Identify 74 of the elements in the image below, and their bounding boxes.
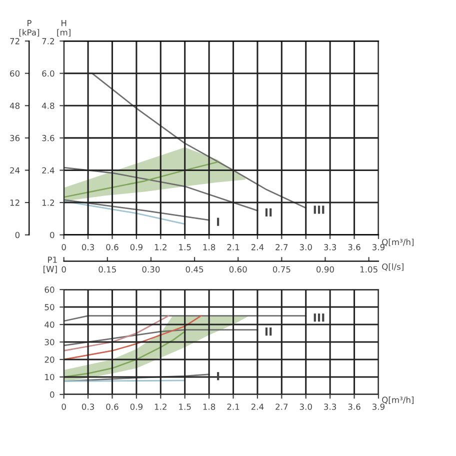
x-tick-label: 2.4 bbox=[251, 404, 264, 410]
y2-tick-label: 12 bbox=[10, 200, 20, 206]
y-tick-label: 1.2 bbox=[42, 200, 54, 206]
y2-tick-label: 0 bbox=[15, 232, 20, 238]
y-tick-label: 40 bbox=[44, 322, 54, 328]
x-tick-label: 3.6 bbox=[348, 244, 360, 250]
y2-tick-label: 60 bbox=[10, 70, 20, 77]
y-tick-label: 60 bbox=[44, 286, 54, 293]
x-tick-label: 1.5 bbox=[179, 244, 191, 250]
x-tick-label: 3.0 bbox=[300, 244, 312, 250]
x-tick-label: 2.7 bbox=[276, 404, 288, 410]
y-axis-title: H [m] bbox=[57, 20, 70, 37]
y-tick-label: 20 bbox=[44, 356, 54, 363]
x-tick-label: 3.9 bbox=[372, 244, 385, 250]
annotation: I bbox=[217, 218, 220, 226]
x-tick-label: 1.5 bbox=[179, 404, 191, 410]
y-tick-label: 3.6 bbox=[42, 134, 54, 142]
y-tick-label: 50 bbox=[44, 304, 54, 310]
x-axis-title: Q[m³/h] bbox=[382, 238, 414, 246]
x2-tick-label: 0.15 bbox=[98, 266, 116, 273]
x2-tick-label: 0.75 bbox=[272, 266, 290, 273]
x-tick-label: 2.4 bbox=[251, 244, 264, 250]
y2-axis-title: P [kPa] bbox=[19, 20, 40, 37]
y-tick-label: 10 bbox=[45, 374, 54, 380]
x-tick-label: 3.0 bbox=[300, 404, 312, 410]
y-tick-label: 0 bbox=[50, 232, 54, 238]
x-tick-label: 0 bbox=[62, 404, 66, 410]
y-tick-label: 2.4 bbox=[42, 167, 54, 174]
annotation: I bbox=[217, 372, 220, 380]
x-tick-label: 0.9 bbox=[130, 244, 142, 250]
y-tick-label: 6.0 bbox=[42, 70, 54, 77]
x-tick-label: 1.2 bbox=[154, 244, 166, 250]
y-tick-label: 30 bbox=[44, 338, 54, 346]
annotation: III bbox=[314, 206, 324, 214]
annotation: II bbox=[265, 328, 272, 336]
x-tick-label: 2.1 bbox=[227, 244, 240, 250]
x-tick-label: 0.3 bbox=[82, 244, 94, 250]
y-axis-title: P1 [W] bbox=[44, 256, 57, 274]
annotation: III bbox=[314, 314, 324, 322]
x-tick-label: 0.6 bbox=[106, 244, 118, 250]
x-tick-label: 2.7 bbox=[276, 244, 288, 250]
x-tick-label: 3.3 bbox=[324, 404, 336, 410]
line-series bbox=[64, 166, 258, 212]
line-series bbox=[64, 315, 202, 360]
x-tick-label: 3.9 bbox=[372, 404, 385, 410]
y2-tick-label: 48 bbox=[10, 102, 20, 109]
x-tick-label: 0.6 bbox=[106, 404, 118, 410]
x2-tick-label: 0.45 bbox=[186, 266, 204, 273]
line-series bbox=[64, 329, 258, 346]
y-tick-label: 7.2 bbox=[42, 38, 54, 44]
x-tick-label: 3.6 bbox=[348, 404, 360, 410]
x-tick-label: 1.2 bbox=[154, 404, 166, 410]
line-series bbox=[64, 315, 170, 352]
y2-tick-label: 24 bbox=[10, 167, 20, 174]
x-tick-label: 0.3 bbox=[82, 404, 94, 410]
annotation: II bbox=[265, 208, 272, 216]
line-series bbox=[64, 161, 218, 198]
x2-tick-label: 0.60 bbox=[229, 266, 247, 273]
x-tick-label: 0 bbox=[62, 244, 66, 250]
x2-axis-title: Q[l/s] bbox=[382, 263, 404, 271]
x2-tick-label: 0.30 bbox=[142, 266, 160, 273]
x-tick-label: 2.1 bbox=[227, 404, 240, 410]
x2-tick-label: 0 bbox=[62, 266, 66, 273]
x-axis-title: Q[m³/h] bbox=[382, 396, 414, 404]
x-tick-label: 1.8 bbox=[203, 404, 216, 410]
y2-tick-label: 72 bbox=[10, 38, 20, 44]
x-tick-label: 0.9 bbox=[130, 404, 142, 410]
y-tick-label: 4.8 bbox=[42, 102, 54, 109]
y-tick-label: 0 bbox=[50, 391, 54, 398]
x-tick-label: 3.3 bbox=[324, 244, 336, 250]
y2-tick-label: 36 bbox=[10, 134, 20, 142]
x2-tick-label: 1.05 bbox=[360, 266, 378, 273]
x2-tick-label: 0.90 bbox=[316, 266, 334, 273]
x-tick-label: 1.8 bbox=[203, 244, 216, 250]
